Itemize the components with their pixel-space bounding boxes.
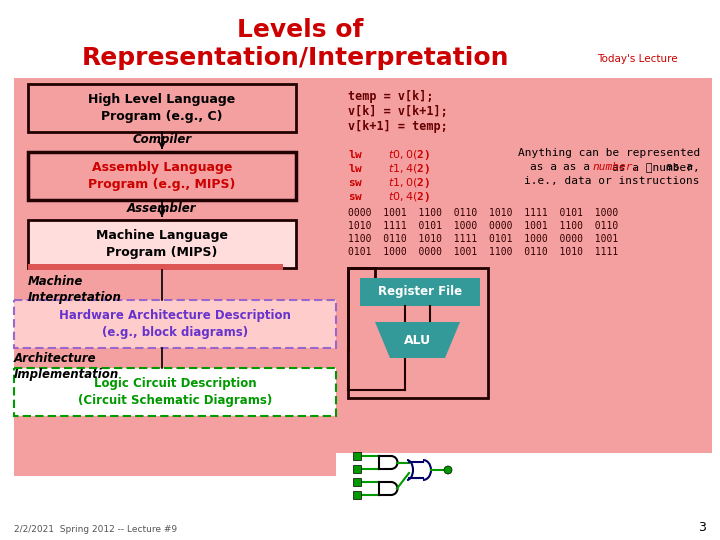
Text: 1010  1111  0101  1000  0000  1001  1100  0110: 1010 1111 0101 1000 0000 1001 1100 0110 bbox=[348, 221, 618, 231]
Text: 0000  1001  1100  0110  1010  1111  0101  1000: 0000 1001 1100 0110 1010 1111 0101 1000 bbox=[348, 208, 618, 218]
Text: 0101  1000  0000  1001  1100  0110  1010  1111: 0101 1000 0000 1001 1100 0110 1010 1111 bbox=[348, 247, 618, 257]
Text: Assembly Language
Program (e.g., MIPS): Assembly Language Program (e.g., MIPS) bbox=[89, 161, 235, 191]
FancyBboxPatch shape bbox=[28, 264, 283, 270]
Text: v[k+1] = temp;: v[k+1] = temp; bbox=[348, 120, 448, 133]
FancyBboxPatch shape bbox=[28, 152, 296, 200]
FancyBboxPatch shape bbox=[353, 491, 361, 499]
Text: as a ​number,: as a ​number, bbox=[612, 162, 700, 172]
Text: sw    $t0, 4($2): sw $t0, 4($2) bbox=[348, 190, 430, 204]
Text: lw    $t1, 4($2): lw $t1, 4($2) bbox=[348, 162, 430, 176]
Text: Representation/Interpretation: Representation/Interpretation bbox=[81, 46, 509, 70]
Text: Register File: Register File bbox=[378, 286, 462, 299]
Text: Levels of: Levels of bbox=[237, 18, 363, 42]
Text: Anything can be represented: Anything can be represented bbox=[518, 148, 700, 158]
FancyBboxPatch shape bbox=[14, 368, 336, 416]
FancyBboxPatch shape bbox=[28, 84, 296, 132]
Circle shape bbox=[444, 466, 452, 474]
FancyBboxPatch shape bbox=[353, 478, 361, 486]
Text: Machine
Interpretation: Machine Interpretation bbox=[28, 275, 122, 304]
Text: Today's Lecture: Today's Lecture bbox=[597, 54, 678, 64]
Text: 1100  0110  1010  1111  0101  1000  0000  1001: 1100 0110 1010 1111 0101 1000 0000 1001 bbox=[348, 234, 618, 244]
Text: 3: 3 bbox=[698, 521, 706, 534]
Text: number,: number, bbox=[593, 162, 640, 172]
Polygon shape bbox=[375, 322, 460, 358]
FancyBboxPatch shape bbox=[14, 78, 336, 476]
Text: 2/2/2021  Spring 2012 -- Lecture #9: 2/2/2021 Spring 2012 -- Lecture #9 bbox=[14, 525, 177, 534]
Text: lw    $t0, 0($2): lw $t0, 0($2) bbox=[348, 148, 430, 162]
Text: ALU: ALU bbox=[403, 334, 431, 347]
Text: i.e., data or instructions: i.e., data or instructions bbox=[524, 176, 700, 186]
Text: as a: as a bbox=[530, 162, 564, 172]
FancyBboxPatch shape bbox=[353, 465, 361, 473]
Text: as a: as a bbox=[563, 162, 597, 172]
Text: Compiler: Compiler bbox=[132, 133, 192, 146]
Text: Logic Circuit Description
(Circuit Schematic Diagrams): Logic Circuit Description (Circuit Schem… bbox=[78, 377, 272, 407]
Text: sw    $t1, 0($2): sw $t1, 0($2) bbox=[348, 176, 430, 190]
FancyBboxPatch shape bbox=[28, 220, 296, 268]
Text: Hardware Architecture Description
(e.g., block diagrams): Hardware Architecture Description (e.g.,… bbox=[59, 309, 291, 339]
Text: High Level Language
Program (e.g., C): High Level Language Program (e.g., C) bbox=[89, 93, 235, 123]
FancyBboxPatch shape bbox=[353, 452, 361, 460]
Text: as a: as a bbox=[666, 162, 700, 172]
FancyBboxPatch shape bbox=[336, 78, 712, 453]
Text: Assembler: Assembler bbox=[127, 201, 197, 214]
Text: Architecture
Implementation: Architecture Implementation bbox=[14, 352, 120, 381]
FancyBboxPatch shape bbox=[360, 278, 480, 306]
FancyBboxPatch shape bbox=[14, 300, 336, 348]
Text: Machine Language
Program (MIPS): Machine Language Program (MIPS) bbox=[96, 229, 228, 259]
Text: temp = v[k];: temp = v[k]; bbox=[348, 90, 433, 103]
Text: v[k] = v[k+1];: v[k] = v[k+1]; bbox=[348, 105, 448, 118]
